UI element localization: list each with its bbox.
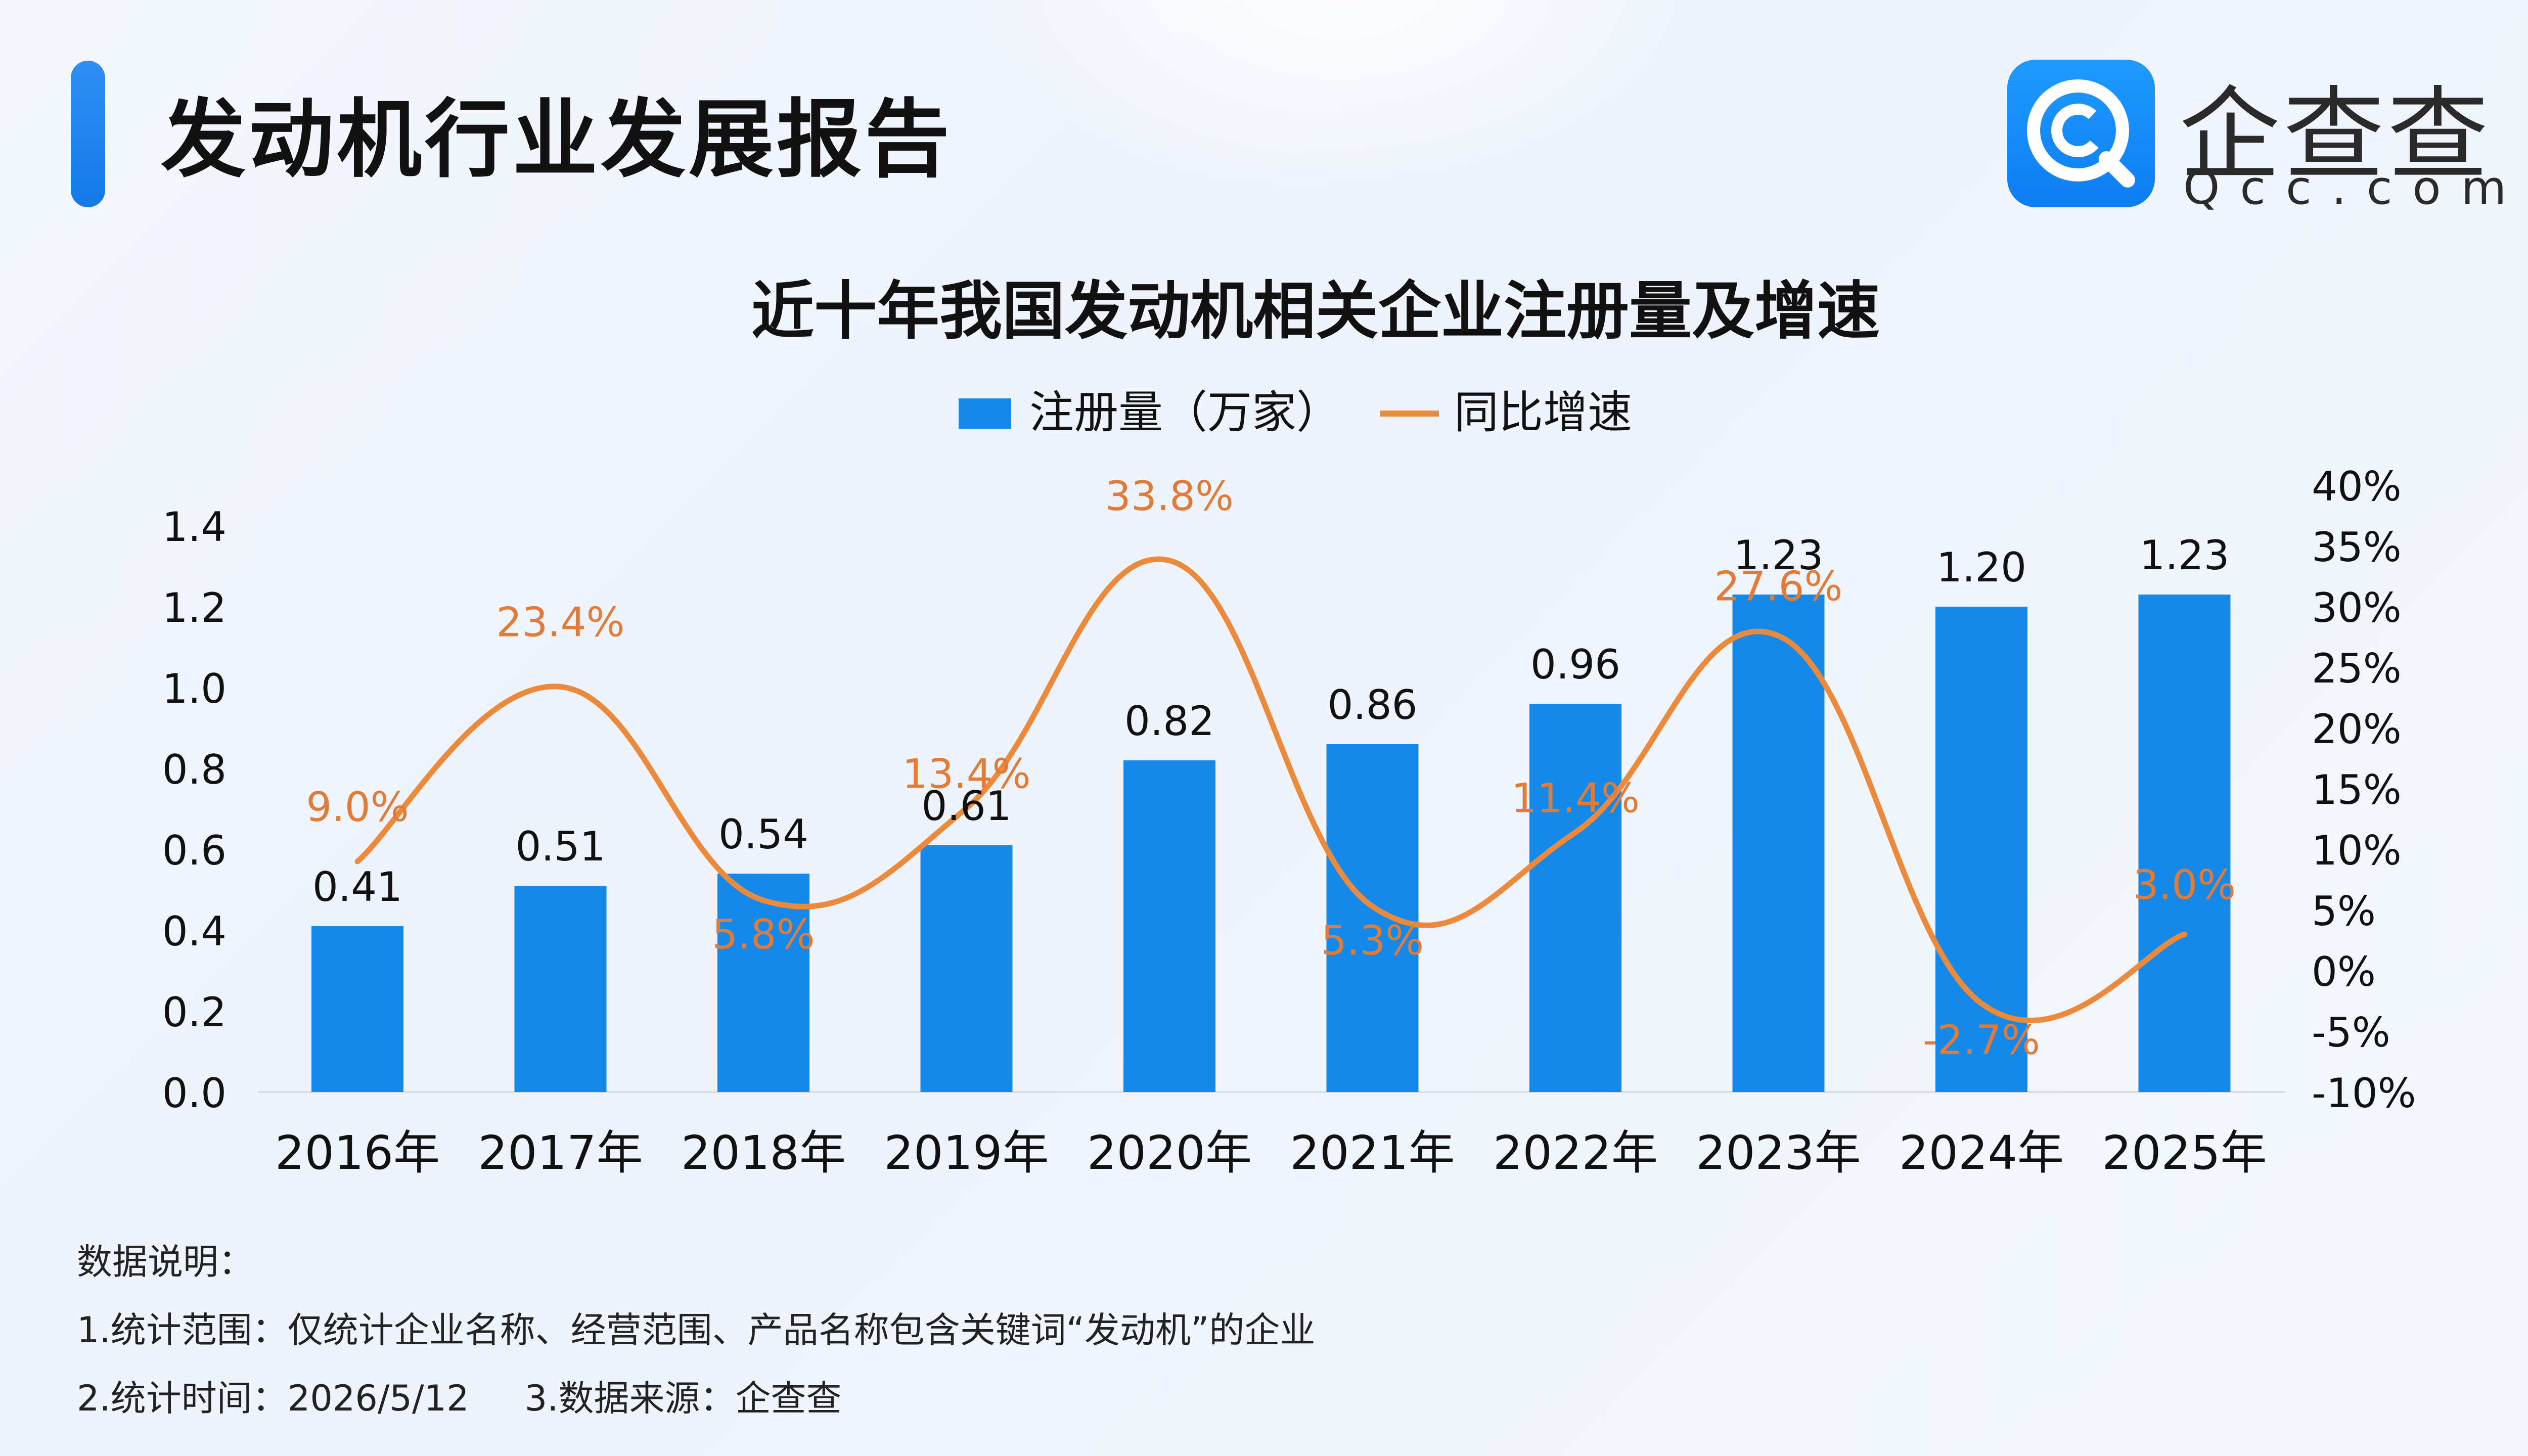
bar [1935,607,2027,1092]
x-tick-label: 2016年 [275,1126,440,1180]
bar-value-labels: 0.41 0.51 0.54 0.61 0.82 0.86 0.96 1.23 1.20 1.23 [312,532,2230,911]
line-value-label: 11.4% [1511,775,1640,822]
notes-time-source: 2.统计时间：2026/5/12 3.数据来源：企查查 [77,1370,842,1421]
page-title: 发动机行业发展报告 [161,90,953,189]
right-axis-ticks: -10% -5% 0% 5% 10% 15% 20% 25% 30% 35% 40% [2312,463,2416,1117]
right-tick-label: -5% [2312,1009,2390,1056]
x-tick-label: 2024年 [1899,1126,2064,1180]
growth-line [354,556,2187,1024]
line-value-label: 33.8% [1105,473,1234,520]
left-tick-label: 0.8 [162,746,227,793]
logo-domain: Qcc.com [2183,161,2527,215]
legend: 注册量（万家） 同比增速 [959,386,1632,438]
bar [1123,760,1215,1092]
bar [2138,595,2231,1092]
right-tick-label: 0% [2312,948,2376,995]
x-tick-label: 2022年 [1493,1126,1658,1180]
line-value-label: 23.4% [496,599,624,646]
right-tick-label: 30% [2312,584,2402,631]
bar [311,926,403,1092]
bar-value-label: 1.20 [1936,544,2026,591]
bar [717,874,809,1092]
title-accent-bar [71,61,105,207]
bar [1732,595,1825,1092]
line-value-label: 3.0% [2133,861,2236,908]
left-tick-label: 1.0 [162,665,227,712]
bar-value-label: 0.82 [1124,698,1214,745]
bar-value-label: 0.51 [515,823,605,870]
line-value-label: 9.0% [306,784,409,831]
line-value-labels: 9.0% 23.4% 5.8% 13.4% 33.8% 5.3% 11.4% 27.6% -2.… [306,473,2236,1064]
chart-title: 近十年我国发动机相关企业注册量及增速 [751,275,1880,348]
brand-logo: 企查查 Qcc.com [2007,60,2513,215]
right-tick-label: 15% [2312,766,2402,813]
right-tick-label: 35% [2312,524,2402,571]
right-tick-label: 10% [2312,827,2402,874]
x-tick-label: 2025年 [2102,1126,2267,1180]
notes-scope: 1.统计范围：仅统计企业名称、经营范围、产品名称包含关键词“发动机”的企业 [77,1309,1316,1351]
bar-value-label: 1.23 [1733,532,1823,579]
x-tick-label: 2021年 [1290,1126,1455,1180]
left-tick-label: 1.4 [162,504,227,551]
left-tick-label: 1.2 [162,584,227,631]
right-tick-label: -10% [2312,1070,2416,1117]
legend-bar-swatch [959,398,1011,429]
bar-series [311,595,2231,1092]
bar [920,845,1013,1092]
bar [514,886,607,1092]
legend-bar-label: 注册量（万家） [1029,386,1341,438]
x-tick-label: 2019年 [884,1126,1049,1180]
right-tick-label: 5% [2312,888,2376,935]
left-tick-label: 0.4 [162,908,227,955]
bar-value-label: 0.61 [921,783,1011,830]
bar [1326,744,1419,1092]
line-value-label: 13.4% [902,750,1030,797]
right-tick-label: 40% [2312,463,2402,510]
notes-time: 2.统计时间：2026/5/12 [77,1378,469,1419]
qcc-logo-icon [2007,60,2155,207]
line-value-label: -2.7% [1923,1017,2040,1064]
legend-line-label: 同比增速 [1454,386,1632,438]
notes-heading: 数据说明： [77,1241,254,1283]
left-axis-ticks: 0.0 0.2 0.4 0.6 0.8 1.0 1.2 1.4 [162,504,227,1117]
logo-name: 企查查 [2179,76,2492,194]
bar-value-label: 1.23 [2139,532,2229,579]
bar-value-label: 0.86 [1327,681,1417,729]
line-value-label: 5.8% [712,911,815,958]
left-tick-label: 0.2 [162,989,227,1036]
bar-value-label: 0.41 [312,863,402,911]
x-tick-label: 2017年 [478,1126,643,1180]
notes-source: 3.数据来源：企查查 [524,1378,842,1419]
bar [1529,704,1621,1092]
left-tick-label: 0.6 [162,827,227,874]
bar-value-label: 0.96 [1530,641,1620,688]
x-axis-labels: 2016年 2017年 2018年 2019年 2020年 2021年 2022年 2023年… [275,1126,2267,1180]
line-value-label: 27.6% [1714,563,1842,610]
x-tick-label: 2020年 [1087,1126,1252,1180]
x-tick-label: 2023年 [1696,1126,1861,1180]
right-tick-label: 25% [2312,645,2402,692]
line-value-label: 5.3% [1321,917,1424,964]
bar-value-label: 0.54 [718,811,808,858]
left-tick-label: 0.0 [162,1070,227,1117]
right-tick-label: 20% [2312,706,2402,753]
x-tick-label: 2018年 [681,1126,846,1180]
